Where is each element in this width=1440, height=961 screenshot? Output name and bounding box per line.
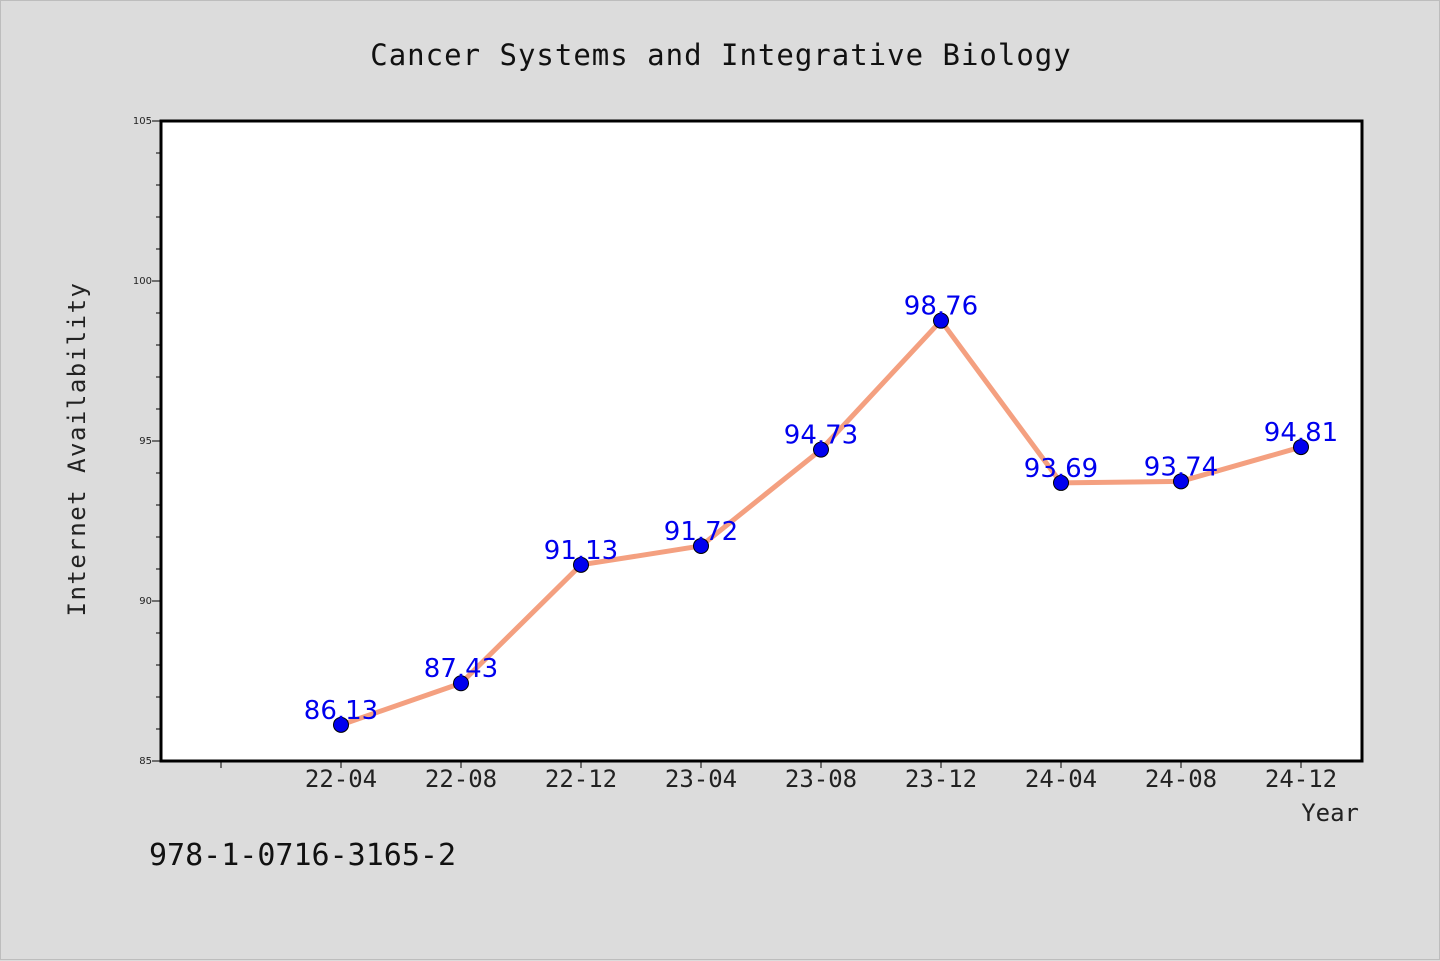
- x-tick-label: 22-12: [545, 765, 617, 793]
- data-point: [1293, 439, 1309, 456]
- data-point: [693, 537, 709, 554]
- x-tick-label: 22-04: [305, 765, 377, 793]
- y-tick-label: 100: [133, 276, 152, 287]
- data-label: 98.76: [904, 292, 978, 322]
- data-label: 93.74: [1144, 452, 1218, 482]
- data-point: [573, 556, 589, 573]
- plot-area: [159, 119, 1364, 763]
- data-point: [1053, 474, 1069, 491]
- data-label: 91.13: [544, 536, 618, 566]
- chart-title: Cancer Systems and Integrative Biology: [370, 38, 1071, 72]
- y-tick-label: 85: [139, 756, 152, 767]
- y-tick-label: 105: [133, 116, 152, 127]
- data-point: [333, 716, 349, 733]
- x-tick-label: 23-12: [905, 765, 977, 793]
- x-tick-label: 23-04: [665, 765, 737, 793]
- x-tick-label: 23-08: [785, 765, 857, 793]
- x-tick-label: 22-08: [425, 765, 497, 793]
- y-tick-label: 95: [139, 436, 152, 447]
- axes-layer: 85 90 95 100 105 22-04 22-08 22-12 23-04 23-08 23-…: [133, 116, 1337, 793]
- data-point: [1173, 473, 1189, 490]
- data-label: 87.43: [424, 654, 498, 684]
- data-point: [813, 441, 829, 458]
- x-tick-label: 24-04: [1025, 765, 1097, 793]
- y-axis-label: Internet Availability: [63, 282, 91, 617]
- isbn-footer: 978-1-0716-3165-2: [149, 838, 456, 873]
- data-label: 91.72: [664, 517, 738, 547]
- series-layer: 86.13 87.43 91.13 91.72 94.73 98.76 93.69 93.74…: [304, 292, 1338, 733]
- data-point: [933, 312, 949, 329]
- y-tick-label: 90: [139, 596, 152, 607]
- x-tick-label: 24-08: [1145, 765, 1217, 793]
- data-label: 86.13: [304, 696, 378, 726]
- data-label: 93.69: [1024, 454, 1098, 484]
- x-tick-label: 24-12: [1265, 765, 1337, 793]
- data-label: 94.81: [1264, 418, 1338, 448]
- data-point: [453, 675, 469, 692]
- x-axis-label: Year: [1301, 799, 1359, 827]
- data-label: 94.73: [784, 421, 858, 451]
